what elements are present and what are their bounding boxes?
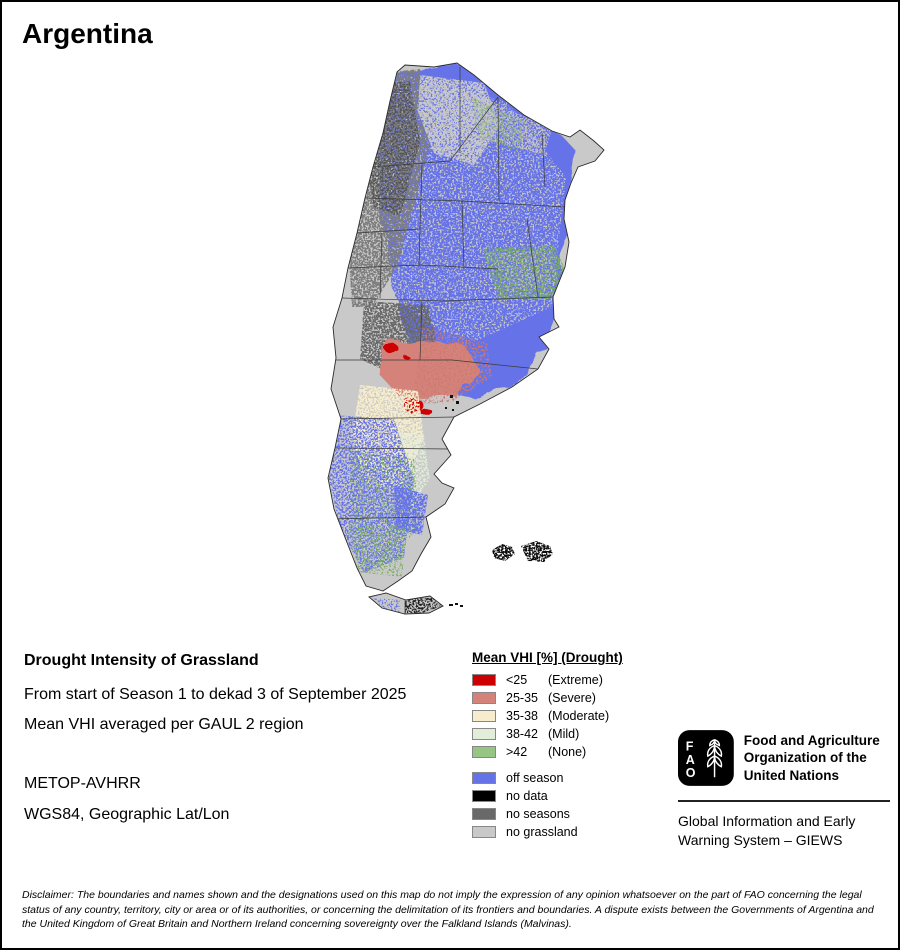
- legend-swatch-off-season: [472, 772, 496, 784]
- legend-label: no seasons: [506, 807, 570, 821]
- argentina-map-svg: [327, 62, 605, 615]
- fao-letter: A: [686, 753, 695, 767]
- legend-item: 25-35 (Severe): [472, 689, 623, 707]
- fao-letter: F: [686, 739, 694, 753]
- legend-swatch-extreme: [472, 674, 496, 686]
- legend-value: 38-42: [506, 727, 538, 741]
- map-layer-no-data-coast: [445, 395, 459, 411]
- tierra-del-fuego-outline: [368, 592, 444, 615]
- wheat-ear-icon: [706, 739, 723, 778]
- fao-logo: F A O: [678, 730, 734, 786]
- legend-item: <25 (Extreme): [472, 671, 623, 689]
- legend-qualifier: (Mild): [548, 727, 580, 741]
- legend: Mean VHI [%] (Drought) <25 (Extreme) 25-…: [472, 650, 623, 841]
- map-layer-off-season-tdf: [372, 598, 402, 612]
- projection-line: WGS84, Geographic Lat/Lon: [24, 806, 230, 823]
- map-layer-off-season-coast: [394, 485, 428, 535]
- isla-de-los-estados: [449, 603, 463, 607]
- map-layer-gray-corrientes: [492, 251, 558, 293]
- legend-qualifier: (Extreme): [548, 673, 603, 687]
- legend-item: no seasons: [472, 805, 623, 823]
- legend-item: >42 (None): [472, 743, 623, 761]
- legend-swatch-none: [472, 746, 496, 758]
- legend-value: 25-35: [506, 691, 538, 705]
- map-layer-no-data-tdf: [405, 597, 442, 613]
- legend-swatch-no-data: [472, 790, 496, 802]
- legend-label: off season: [506, 771, 564, 785]
- page-title: Argentina: [22, 18, 153, 49]
- legend-item: off season: [472, 769, 623, 787]
- province-borders: [328, 67, 566, 614]
- disclaimer-text: Disclaimer: The boundaries and names sho…: [22, 889, 874, 931]
- legend-qualifier: (Moderate): [548, 709, 610, 723]
- legend-item: no data: [472, 787, 623, 805]
- legend-value: <25: [506, 673, 528, 687]
- legend-qualifier: (None): [548, 745, 587, 759]
- legend-swatch-mild: [472, 728, 496, 740]
- legend-qualifier: (Severe): [548, 691, 596, 705]
- map-layer-severe-fringe: [412, 327, 492, 405]
- legend-swatch-no-seasons: [472, 808, 496, 820]
- fao-block: F A O Food and Agriculture Organization …: [678, 729, 890, 850]
- legend-title: Mean VHI [%] (Drought): [472, 650, 623, 665]
- map-raster-layers: [328, 63, 604, 614]
- legend-swatch-no-grassland: [472, 826, 496, 838]
- map-layer-none-north: [472, 97, 527, 152]
- fao-org-name: Food and Agriculture Organization of the…: [743, 732, 880, 783]
- legend-item: no grassland: [472, 823, 623, 841]
- legend-swatch-severe: [472, 692, 496, 704]
- sensor-line: METOP-AVHRR: [24, 775, 141, 792]
- legend-item: 35-38 (Moderate): [472, 707, 623, 725]
- period-line: From start of Season 1 to dekad 3 of Sep…: [24, 686, 407, 703]
- fao-divider: [678, 800, 890, 802]
- aggregation-line: Mean VHI averaged per GAUL 2 region: [24, 716, 304, 733]
- fao-letter: O: [686, 766, 696, 780]
- legend-item: 38-42 (Mild): [472, 725, 623, 743]
- legend-value: 35-38: [506, 709, 538, 723]
- legend-value: >42: [506, 745, 528, 759]
- falkland-islands: [492, 541, 553, 562]
- map-subtitle: Drought Intensity of Grassland: [24, 652, 259, 669]
- legend-label: no data: [506, 789, 548, 803]
- map-layer-none-santacruz: [347, 522, 407, 577]
- argentina-drought-map: [302, 57, 672, 627]
- legend-swatch-moderate: [472, 710, 496, 722]
- giews-label: Global Information and Early Warning Sys…: [678, 813, 856, 848]
- argentina-outline: [327, 62, 605, 592]
- legend-label: no grassland: [506, 825, 578, 839]
